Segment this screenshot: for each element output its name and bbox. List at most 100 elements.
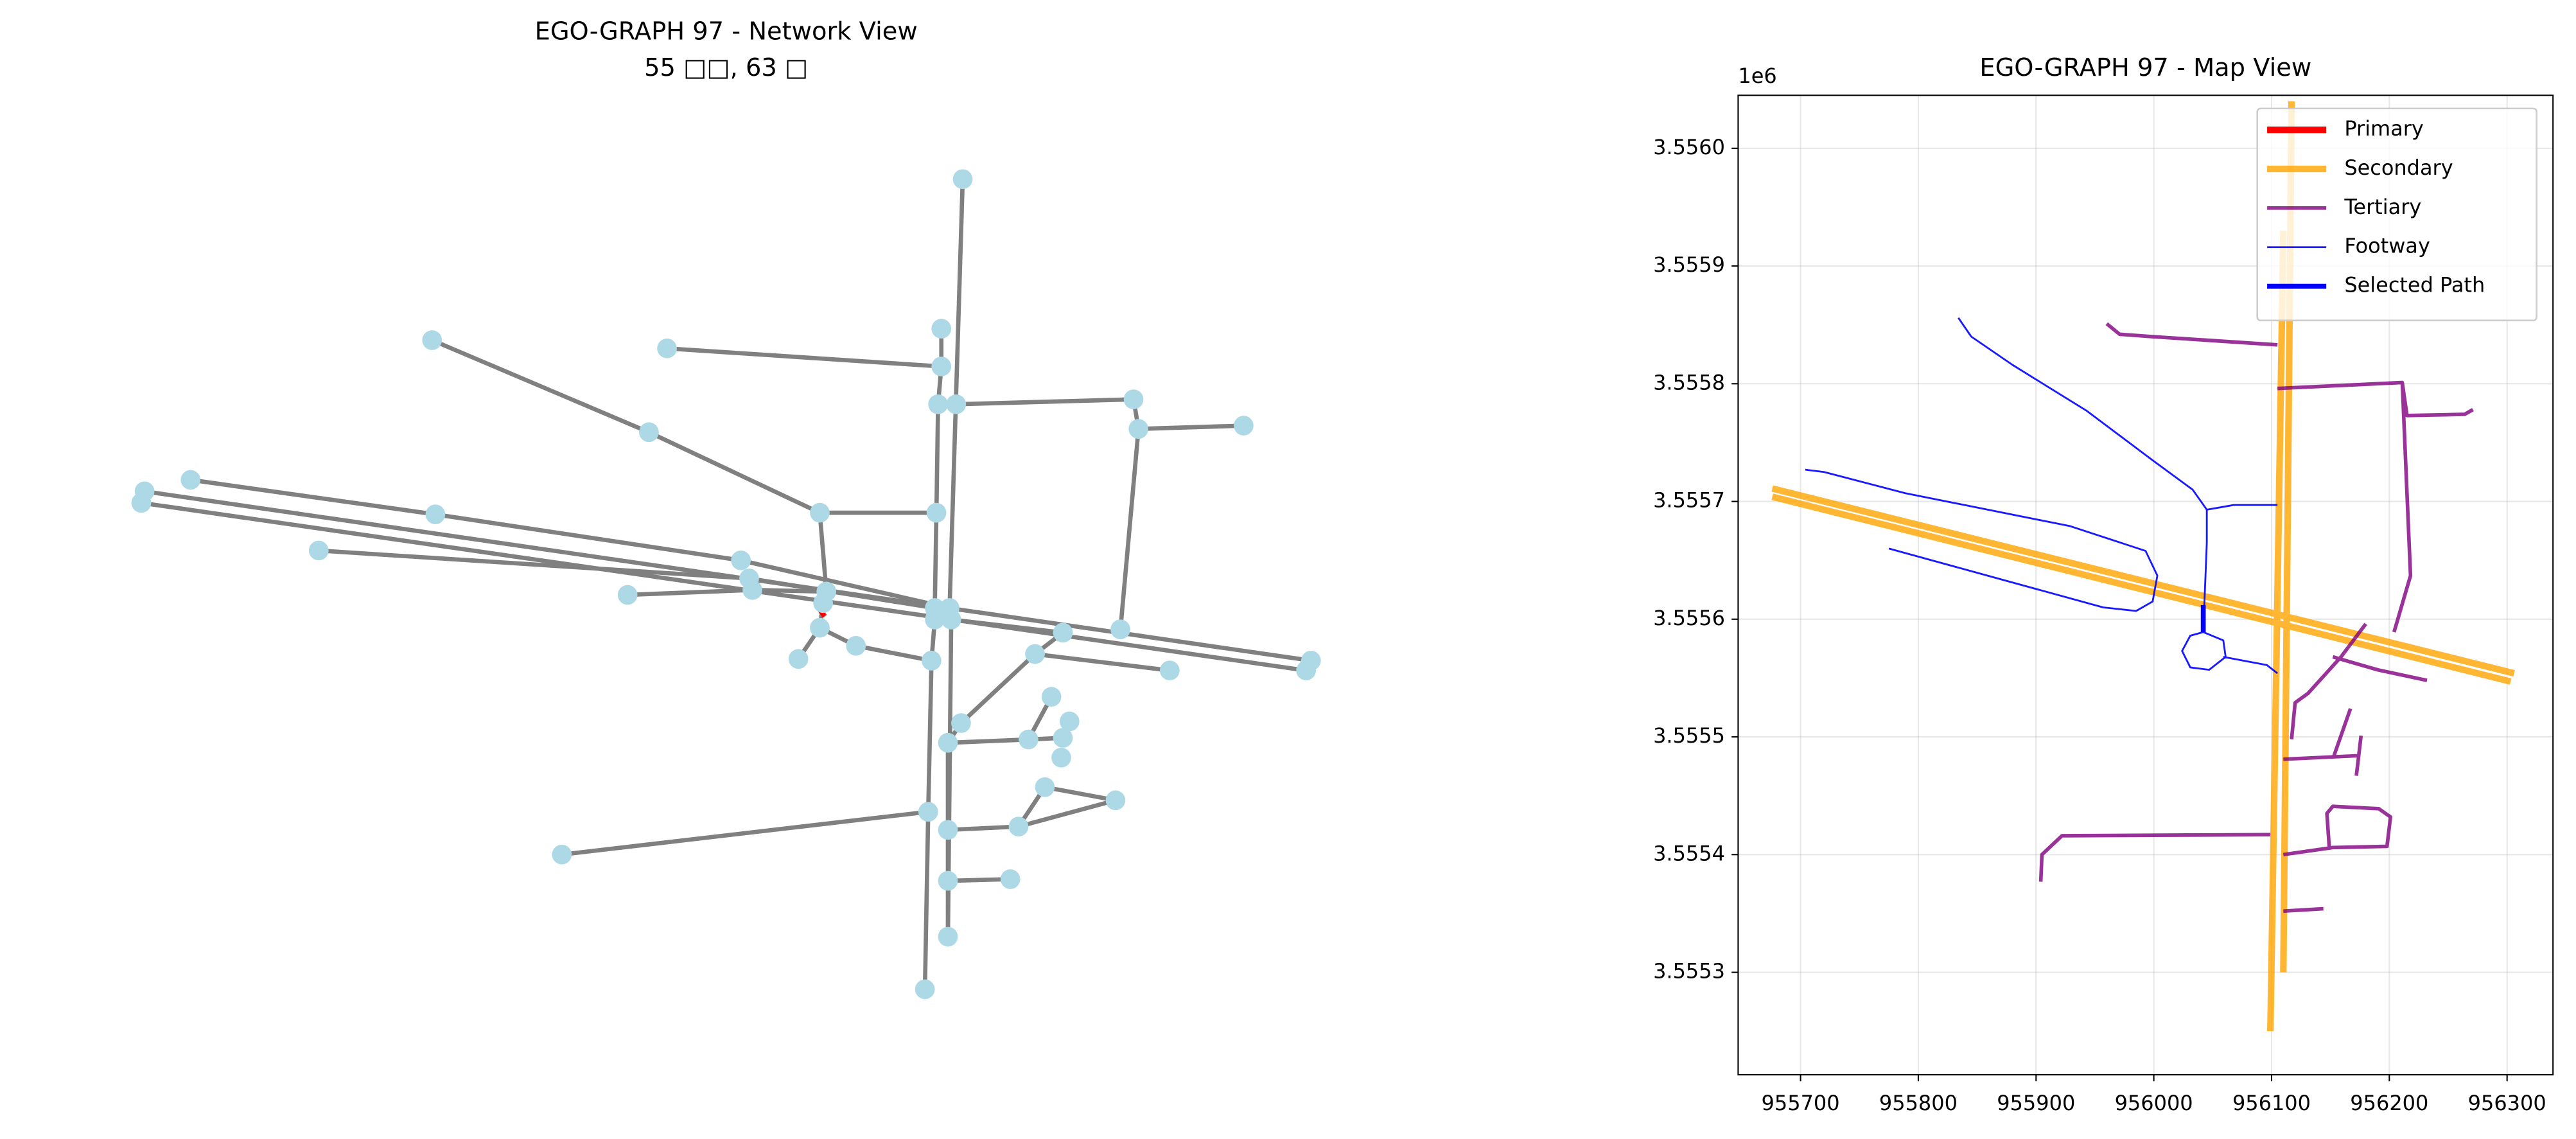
edge [1035,651,1170,673]
edge [1044,785,1116,803]
node [1110,619,1130,640]
node [938,820,958,840]
node [1041,687,1062,707]
node [639,422,659,443]
node [617,585,638,605]
x-tick-label: 956100 [2232,1091,2311,1115]
node [1008,817,1029,837]
edge [752,588,827,594]
edge [947,824,1019,833]
node [131,493,152,513]
y-offset-label: 1e6 [1738,64,1776,88]
y-tick-label: 3.5558 [1653,370,1725,394]
node [552,844,572,865]
edge [740,558,951,610]
edge [1118,428,1141,630]
node [1296,660,1316,681]
node [938,870,958,891]
edge [748,576,936,610]
node [931,357,952,376]
edge [925,660,934,812]
edge [1018,798,1116,829]
network [131,169,1321,1000]
x-tick-label: 955800 [1879,1091,1958,1115]
y-tick-label: 3.5559 [1653,252,1725,277]
node [1234,416,1254,436]
node [657,338,677,358]
node [1000,869,1021,889]
edge [435,512,742,563]
node [922,650,942,671]
edge [947,179,965,608]
node [1035,777,1055,797]
road-line [1771,101,2515,1032]
node [422,330,442,350]
node [180,470,201,490]
node [1159,660,1180,681]
node [938,732,958,753]
y-tick-label: 3.5556 [1653,606,1725,630]
node [941,610,961,630]
edge [627,588,753,597]
edge [947,877,1011,883]
edge [141,500,1307,673]
y-tick-label: 3.5553 [1653,959,1725,984]
edge [922,811,931,990]
edge [951,617,1064,635]
node [931,319,952,339]
edge [933,513,939,608]
node [1053,728,1073,748]
node [425,504,446,525]
legend-label: Secondary [2344,155,2453,180]
node [1025,644,1045,664]
node [925,610,945,630]
legend-label: Tertiary [2344,195,2421,219]
x-tick-label: 956200 [2350,1091,2428,1115]
y-tick-label: 3.5557 [1653,488,1725,513]
edge [431,338,650,434]
road-line [2038,322,2474,914]
edge [190,477,436,517]
node [1018,729,1038,750]
node [918,802,938,822]
node [810,617,830,638]
node [788,649,809,669]
edge [956,397,1134,407]
node [1128,419,1149,439]
node [308,540,329,561]
network-subtitle: 55 □□, 63 □ [644,53,808,82]
edge [855,644,933,663]
legend-label: Selected Path [2344,273,2485,297]
edge [1138,423,1244,431]
node [810,502,830,523]
edge [648,430,821,515]
node [915,979,935,1000]
x-tick-label: 955900 [1997,1091,2075,1115]
y-tick-label: 3.5554 [1653,841,1725,865]
network-title: EGO-GRAPH 97 - Network View [535,17,918,46]
legend-label: Primary [2344,116,2424,141]
y-tick-label: 3.5555 [1653,723,1725,748]
node [1105,790,1126,811]
map-title: EGO-GRAPH 97 - Map View [1979,53,2311,82]
legend-box [2256,107,2537,322]
edge [959,652,1037,725]
node [846,635,866,656]
x-tick-label: 956300 [2468,1091,2546,1115]
legend-label: Footway [2344,234,2430,258]
node [1059,711,1080,732]
road-line [1805,317,2279,675]
x-tick-label: 955700 [1762,1091,1840,1115]
node [1051,747,1071,768]
x-tick-label: 956000 [2115,1091,2193,1115]
node [813,593,833,614]
edge [667,346,942,369]
axes-frame [1737,94,2554,1075]
edge [319,548,749,581]
node [1123,389,1144,409]
edge [934,404,940,513]
node [952,169,973,190]
edge [947,737,1029,745]
edge [561,809,929,857]
